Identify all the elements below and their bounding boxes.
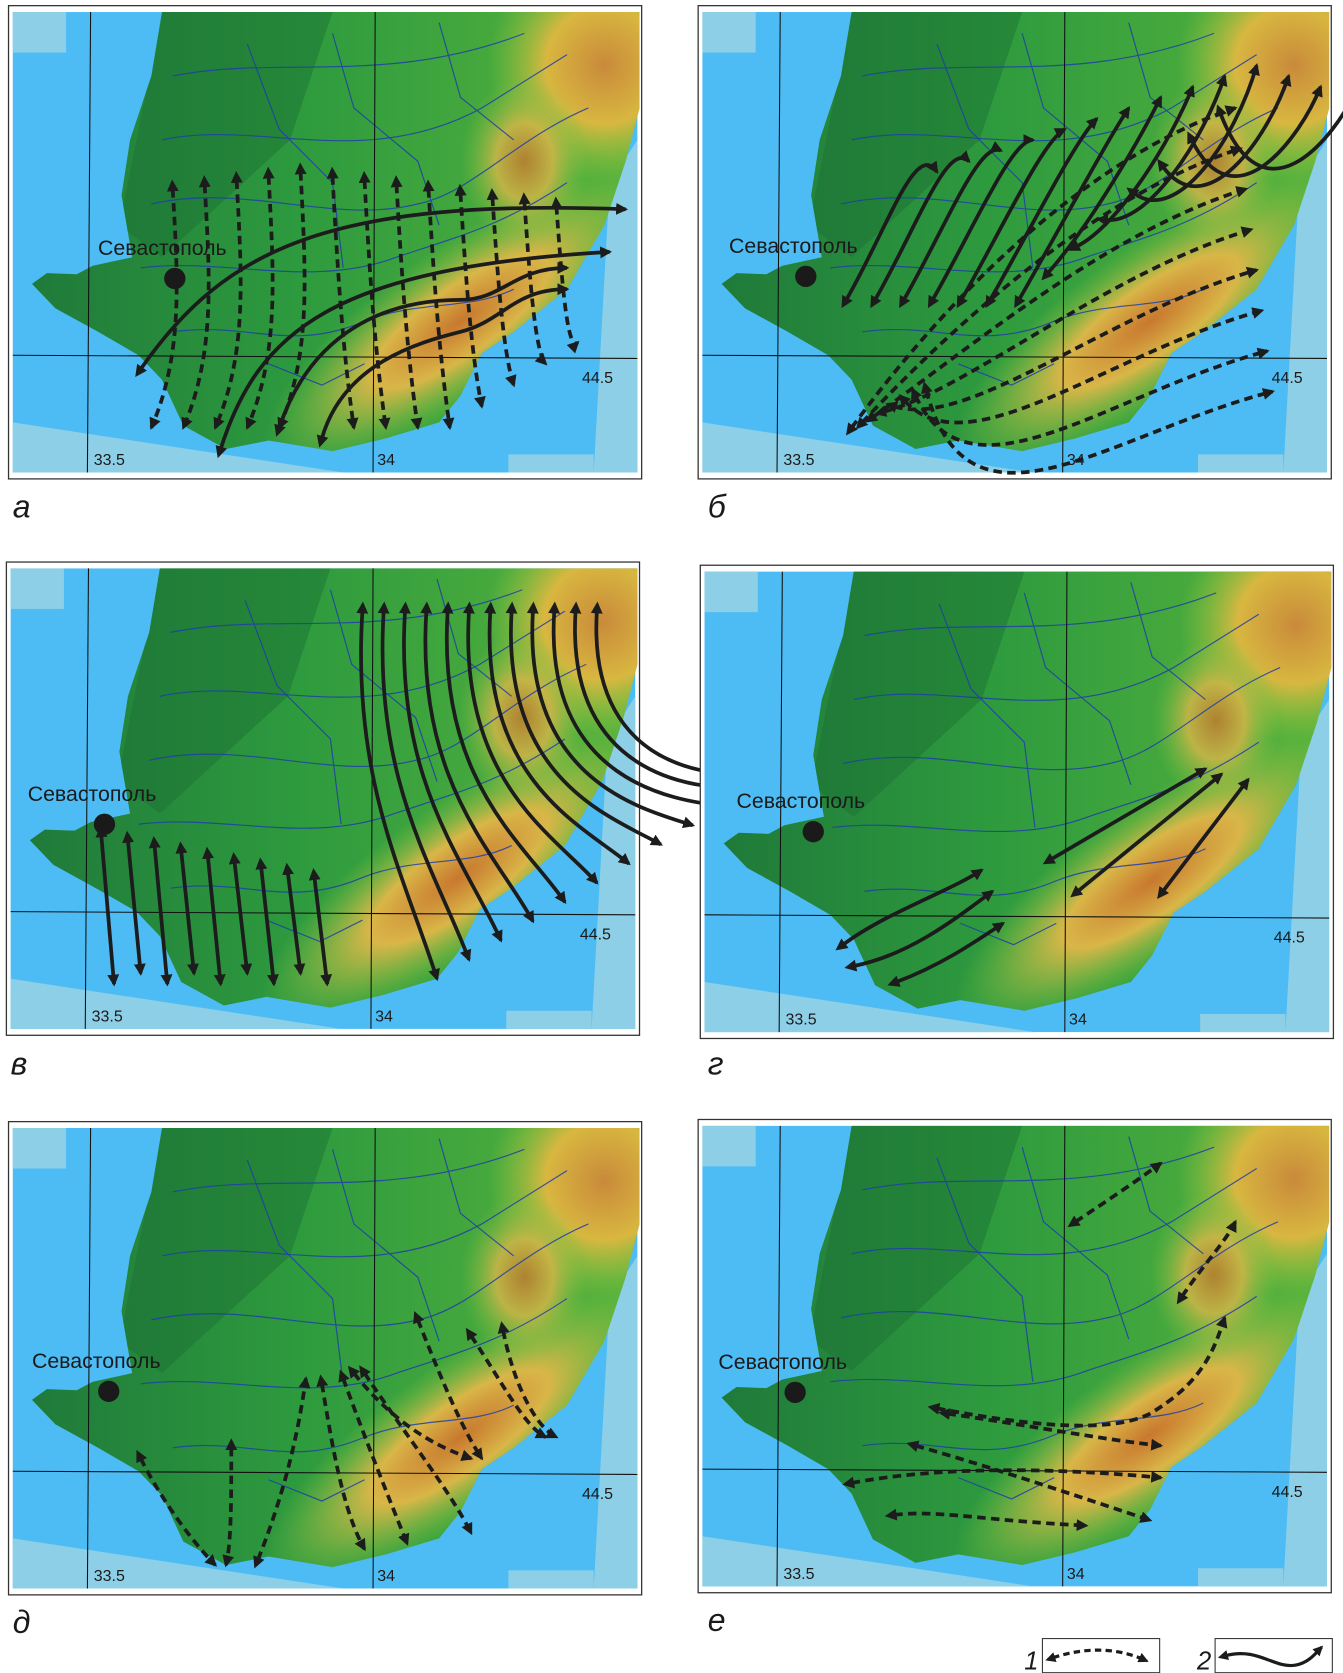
city-name: Севастополь xyxy=(737,789,866,813)
longitude-label: 33.5 xyxy=(94,1568,125,1585)
latitude-label: 44.5 xyxy=(582,370,613,387)
city-marker xyxy=(94,814,115,835)
map: Севастополь 33.5 34 44.5 xyxy=(13,1064,722,1633)
city-name: Севастополь xyxy=(32,1349,161,1373)
city-name: Севастополь xyxy=(98,236,227,260)
longitude-label: 34 xyxy=(377,1568,395,1585)
longitude-label: 33.5 xyxy=(94,452,125,469)
city-name: Севастополь xyxy=(718,1350,847,1374)
panel-label: в xyxy=(11,1046,28,1082)
panel-label: б xyxy=(708,488,727,524)
longitude-label: 34 xyxy=(377,452,395,469)
city-marker xyxy=(164,268,185,289)
panel-label: д xyxy=(13,1604,31,1640)
map-panel: Севастополь 33.5 34 44.5 xyxy=(698,1062,1343,1631)
map-panel: Севастополь 33.5 34 44.5 xyxy=(6,504,788,1073)
panel-label: а xyxy=(13,488,31,524)
legend-label: 1 xyxy=(1024,1647,1038,1673)
legend-label: 2 xyxy=(1196,1647,1211,1673)
latitude-label: 44.5 xyxy=(1272,370,1303,387)
city-marker xyxy=(795,266,816,287)
city-marker xyxy=(803,821,824,842)
map: Севастополь 33.5 34 44.5 xyxy=(702,0,1343,517)
latitude-label: 44.5 xyxy=(580,926,611,943)
latitude-label: 44.5 xyxy=(582,1486,613,1503)
panel-label: е xyxy=(708,1602,726,1638)
map: Севастополь 33.5 34 44.5 xyxy=(702,1062,1343,1631)
longitude-label: 34 xyxy=(1069,1012,1087,1029)
map-panel: Севастополь 33.5 34 44.5 xyxy=(9,0,722,517)
longitude-label: 33.5 xyxy=(786,1012,817,1029)
city-name: Севастополь xyxy=(729,234,858,258)
map: Севастополь 33.5 34 44.5 xyxy=(11,504,789,1073)
longitude-label: 33.5 xyxy=(783,1566,814,1583)
map: Севастополь 33.5 34 44.5 xyxy=(13,0,722,517)
map-panel: Севастополь 33.5 34 44.5 xyxy=(698,0,1343,517)
figure: Севастополь 33.5 34 44.5 а Севастополь 33.5 34 4… xyxy=(0,0,1343,1673)
longitude-label: 34 xyxy=(375,1008,393,1025)
longitude-label: 33.5 xyxy=(783,452,814,469)
longitude-label: 33.5 xyxy=(92,1008,123,1025)
panel-label: г xyxy=(708,1046,724,1082)
city-marker xyxy=(784,1382,805,1403)
latitude-label: 44.5 xyxy=(1272,1484,1303,1501)
legend-box xyxy=(1042,1639,1159,1673)
map: Севастополь 33.5 34 44.5 xyxy=(705,508,1343,1077)
map-panel: Севастополь 33.5 34 44.5 xyxy=(9,1064,722,1633)
longitude-label: 34 xyxy=(1067,1566,1085,1583)
map-panel: Севастополь 33.5 34 44.5 xyxy=(700,508,1343,1077)
longitude-label: 34 xyxy=(1067,452,1085,469)
city-name: Севастополь xyxy=(28,782,157,806)
latitude-label: 44.5 xyxy=(1274,930,1305,947)
terrain xyxy=(702,1062,1343,1631)
city-marker xyxy=(98,1381,119,1402)
